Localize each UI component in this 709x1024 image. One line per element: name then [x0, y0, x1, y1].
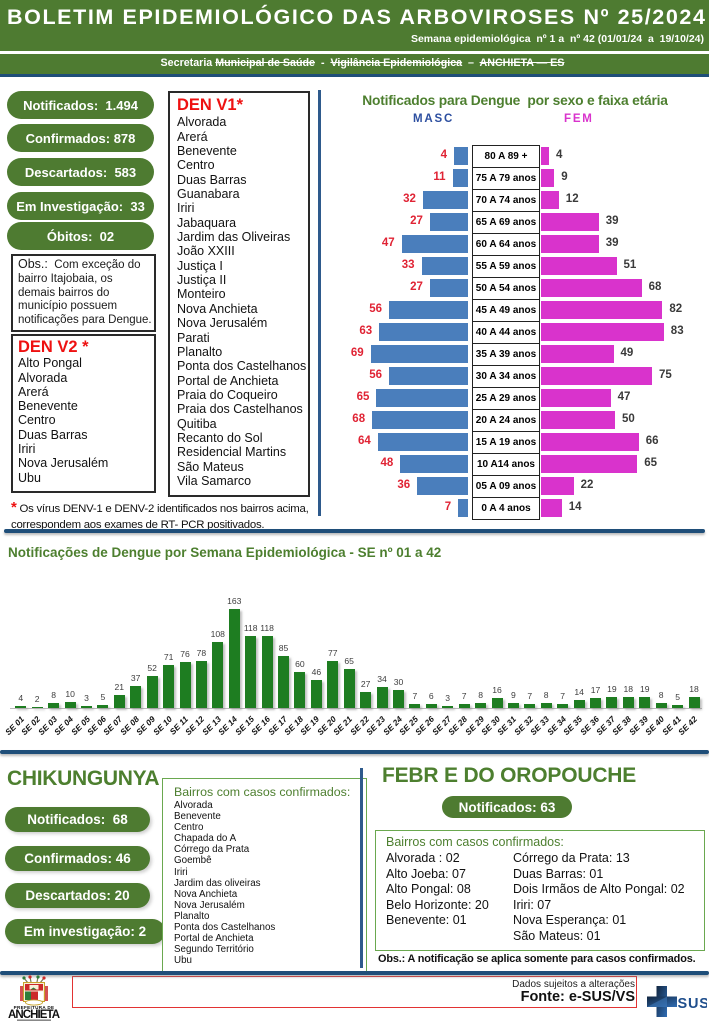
svg-text:PREFEITURA DE: PREFEITURA DE	[14, 1005, 55, 1010]
svg-text:ANCHIETA: ANCHIETA	[8, 1009, 60, 1021]
svg-text:SUS: SUS	[678, 996, 708, 1012]
